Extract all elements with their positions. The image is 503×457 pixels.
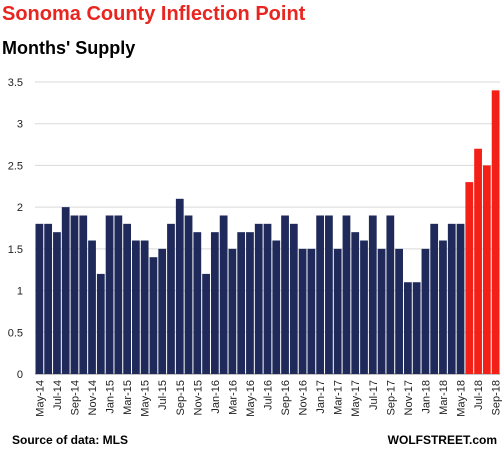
bar-jul-16 <box>263 223 272 374</box>
bar-jan-17 <box>316 215 325 374</box>
x-tick-label: Nov-14 <box>87 380 99 415</box>
bar-mar-15 <box>123 223 132 374</box>
bar-jun-16 <box>254 223 263 374</box>
bar-jul-18 <box>474 148 482 374</box>
bar-jul-17 <box>368 215 377 374</box>
bar-feb-18 <box>430 223 439 374</box>
brand-watermark: WOLFSTREET.com <box>387 433 497 447</box>
x-tick-label: May-17 <box>350 380 362 417</box>
x-tick-label: Mar-17 <box>333 380 345 415</box>
bar-sep-16 <box>281 215 289 374</box>
x-tick-label: Jan-18 <box>420 380 432 414</box>
bar-jun-17 <box>360 240 368 374</box>
x-tick-label: Jul-16 <box>263 380 275 410</box>
x-tick-label: Jan-17 <box>315 380 327 414</box>
x-tick-label: Jul-17 <box>368 380 380 410</box>
bar-chart: 0 0.5 1 1.5 2 2.5 3 3.5 May-14 Jul-14 Sep-14 Nov-1… <box>8 77 503 417</box>
x-tick-label: Sep-14 <box>69 380 81 415</box>
bar-dec-15 <box>202 273 210 374</box>
bar-apr-18 <box>447 223 456 374</box>
bar-aug-16 <box>272 240 281 374</box>
bar-may-15 <box>140 240 149 374</box>
x-tick-label: Nov-17 <box>403 380 415 415</box>
bar-mar-18 <box>439 240 447 374</box>
x-tick-label: May-16 <box>245 380 257 417</box>
bar-sep-17 <box>386 215 395 374</box>
chart-subtitle: Months' Supply <box>2 38 136 58</box>
bar-dec-14 <box>96 273 105 374</box>
bar-jul-14 <box>53 232 61 374</box>
bar-may-17 <box>351 232 360 374</box>
bar-mar-16 <box>228 248 237 374</box>
x-axis-ticks: May-14 Jul-14 Sep-14 Nov-14 Jan-15 Mar-15 May-… <box>34 380 502 417</box>
bar-feb-15 <box>114 215 123 374</box>
y-tick-label: 0 <box>17 369 23 381</box>
x-tick-label: Jan-16 <box>210 380 222 414</box>
bar-oct-15 <box>184 215 193 374</box>
y-tick-label: 2 <box>17 202 23 214</box>
bar-nov-15 <box>193 232 202 374</box>
x-tick-label: Sep-15 <box>175 380 187 415</box>
source-note: Source of data: MLS <box>12 433 129 447</box>
bar-may-14 <box>35 223 44 374</box>
bar-mar-17 <box>333 248 342 374</box>
bar-may-16 <box>246 232 254 374</box>
y-tick-label: 3 <box>17 119 23 131</box>
bar-jun-15 <box>149 257 158 374</box>
bar-feb-16 <box>219 215 228 374</box>
y-tick-label: 0.5 <box>8 327 23 339</box>
bar-aug-14 <box>61 207 70 374</box>
bar-oct-17 <box>395 248 403 374</box>
x-tick-label: May-14 <box>34 380 46 417</box>
bar-nov-14 <box>88 240 96 374</box>
bar-jun-14 <box>44 223 53 374</box>
y-tick-label: 1 <box>17 286 23 298</box>
y-tick-label: 2.5 <box>8 160 23 172</box>
chart-title: Sonoma County Inflection Point <box>2 3 306 25</box>
x-tick-label: Sep-16 <box>280 380 292 415</box>
bar-aug-15 <box>167 223 175 374</box>
y-tick-label: 3.5 <box>8 77 23 89</box>
bar-may-18 <box>456 223 465 374</box>
bar-apr-17 <box>342 215 351 374</box>
bar-dec-16 <box>307 248 316 374</box>
bars <box>35 90 500 374</box>
bar-dec-17 <box>412 282 421 374</box>
y-axis-ticks: 0 0.5 1 1.5 2 2.5 3 3.5 <box>8 77 23 381</box>
bar-sep-15 <box>175 198 184 374</box>
x-tick-label: Jul-14 <box>52 380 64 410</box>
bar-aug-18 <box>482 165 491 374</box>
x-tick-label: Jul-15 <box>157 380 169 410</box>
bar-oct-16 <box>289 223 298 374</box>
bar-jan-18 <box>421 248 430 374</box>
bar-sep-14 <box>70 215 79 374</box>
bar-nov-16 <box>298 248 307 374</box>
x-tick-label: Nov-15 <box>192 380 204 415</box>
bar-jan-16 <box>210 232 219 374</box>
x-tick-label: Mar-16 <box>227 380 239 415</box>
y-tick-label: 1.5 <box>8 244 23 256</box>
bar-apr-16 <box>237 232 246 374</box>
x-tick-label: Sep-18 <box>491 380 503 415</box>
bar-apr-15 <box>132 240 140 374</box>
bar-jan-15 <box>105 215 114 374</box>
bar-oct-14 <box>79 215 88 374</box>
x-tick-label: Jul-18 <box>473 380 485 410</box>
bar-feb-17 <box>325 215 333 374</box>
x-tick-label: May-18 <box>456 380 468 417</box>
x-tick-label: Jan-15 <box>105 380 117 414</box>
bar-aug-17 <box>377 248 386 374</box>
bar-jun-18 <box>465 182 474 374</box>
bar-sep-18 <box>491 90 500 374</box>
x-tick-label: May-15 <box>140 380 152 417</box>
x-tick-label: Mar-15 <box>122 380 134 415</box>
x-tick-label: Sep-17 <box>385 380 397 415</box>
bar-jul-15 <box>158 248 167 374</box>
x-tick-label: Nov-16 <box>298 380 310 415</box>
x-tick-label: Mar-18 <box>438 380 450 415</box>
bar-nov-17 <box>403 282 412 374</box>
